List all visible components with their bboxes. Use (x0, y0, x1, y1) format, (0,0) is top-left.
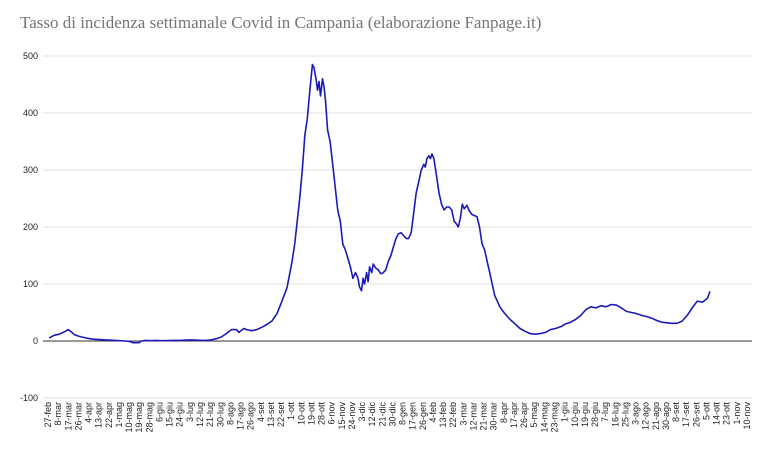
x-tick-label: 24-giu (175, 402, 185, 427)
x-tick-label: 10-ott (296, 402, 306, 426)
x-tick-label: 17-apr (509, 402, 519, 428)
x-tick-label: 10-mag (124, 402, 134, 433)
chart-title: Tasso di incidenza settimanale Covid in … (20, 13, 542, 32)
x-tick-label: 17-set (681, 402, 691, 428)
x-tick-label: 8-ago (225, 402, 235, 425)
x-tick-label: 1-nov (732, 402, 742, 425)
x-tick-label: 30-ago (661, 402, 671, 430)
x-tick-label: 23-mag (549, 402, 559, 433)
x-tick-label: 26-mar (73, 402, 83, 431)
y-tick-label: 100 (23, 279, 38, 289)
x-tick-label: 17-mar (63, 402, 73, 431)
x-tick-label: 13-set (266, 402, 276, 428)
x-tick-label: 4-set (256, 402, 266, 423)
x-tick-label: 1-giu (560, 402, 570, 422)
x-tick-label: 3-dic (357, 402, 367, 422)
x-tick-label: 5-mag (529, 402, 539, 428)
y-tick-label: 200 (23, 222, 38, 232)
x-tick-label: 19-mag (134, 402, 144, 433)
x-tick-label: 1-ott (286, 402, 296, 421)
x-tick-label: 22-feb (448, 402, 458, 428)
x-tick-label: 1-mag (114, 402, 124, 428)
x-tick-label: 5-ott (701, 402, 711, 421)
x-tick-label: 16-lug (610, 402, 620, 427)
x-tick-label: 23-ott (722, 402, 732, 426)
x-tick-label: 6-giu (154, 402, 164, 422)
x-tick-label: 7-lug (600, 402, 610, 422)
x-tick-label: 3-lug (185, 402, 195, 422)
x-tick-label: 8-mar (53, 402, 63, 426)
x-tick-label: 25-lug (620, 402, 630, 427)
x-tick-label: 17-gen (408, 402, 418, 430)
y-axis-ticks: 500 400 300 200 100 0 -100 (20, 51, 38, 403)
x-tick-label: 12-lug (195, 402, 205, 427)
y-tick-label: 400 (23, 108, 38, 118)
gridlines (43, 55, 752, 399)
x-tick-label: 19-giu (580, 402, 590, 427)
x-tick-label: 30-lug (215, 402, 225, 427)
x-tick-label: 8-set (671, 402, 681, 423)
x-tick-label: 12-ago (641, 402, 651, 430)
x-tick-label: 24-nov (347, 402, 357, 430)
x-tick-label: 14-ott (712, 402, 722, 426)
x-tick-label: 15-giu (165, 402, 175, 427)
y-tick-label: 0 (33, 336, 38, 346)
x-tick-label: 3-ago (631, 402, 641, 425)
x-tick-label: 27-feb (43, 402, 53, 428)
x-tick-label: 21-dic (377, 402, 387, 427)
x-tick-label: 28-mag (144, 402, 154, 433)
y-tick-label: 500 (23, 51, 38, 61)
x-tick-label: 30-mar (489, 402, 499, 431)
x-tick-label: 8-apr (499, 402, 509, 423)
x-tick-label: 17-ago (236, 402, 246, 430)
x-tick-label: 10-giu (570, 402, 580, 427)
x-tick-label: 22-set (276, 402, 286, 428)
x-tick-label: 15-nov (337, 402, 347, 430)
x-tick-label: 19-ott (306, 402, 316, 426)
x-axis-ticks: 27-feb 8-mar 17-mar 26-mar 4-apr 13-apr 22-apr… (43, 402, 752, 433)
y-tick-label: 300 (23, 165, 38, 175)
x-tick-label: 3-mar (458, 402, 468, 426)
series-line (48, 63, 711, 344)
x-tick-label: 14-mag (539, 402, 549, 433)
x-tick-label: 10-nov (742, 402, 752, 430)
x-tick-label: 26-ago (246, 402, 256, 430)
x-tick-label: 28-giu (590, 402, 600, 427)
x-tick-label: 26-set (691, 402, 701, 428)
x-tick-label: 4-feb (428, 402, 438, 423)
x-tick-label: 26-gen (418, 402, 428, 430)
x-tick-label: 4-apr (84, 402, 94, 423)
y-tick-label: -100 (20, 393, 38, 403)
x-tick-label: 21-lug (205, 402, 215, 427)
x-tick-label: 21-ago (651, 402, 661, 430)
x-tick-label: 12-dic (367, 402, 377, 427)
x-tick-label: 30-dic (387, 402, 397, 427)
x-tick-label: 8-gen (398, 402, 408, 425)
x-tick-label: 22-apr (104, 402, 114, 428)
x-tick-label: 6-nov (327, 402, 337, 425)
x-tick-label: 12-mar (468, 402, 478, 431)
x-tick-label: 21-mar (479, 402, 489, 431)
x-tick-label: 13-feb (438, 402, 448, 428)
x-tick-label: 13-apr (94, 402, 104, 428)
x-tick-label: 28-ott (317, 402, 327, 426)
x-tick-label: 26-apr (519, 402, 529, 428)
